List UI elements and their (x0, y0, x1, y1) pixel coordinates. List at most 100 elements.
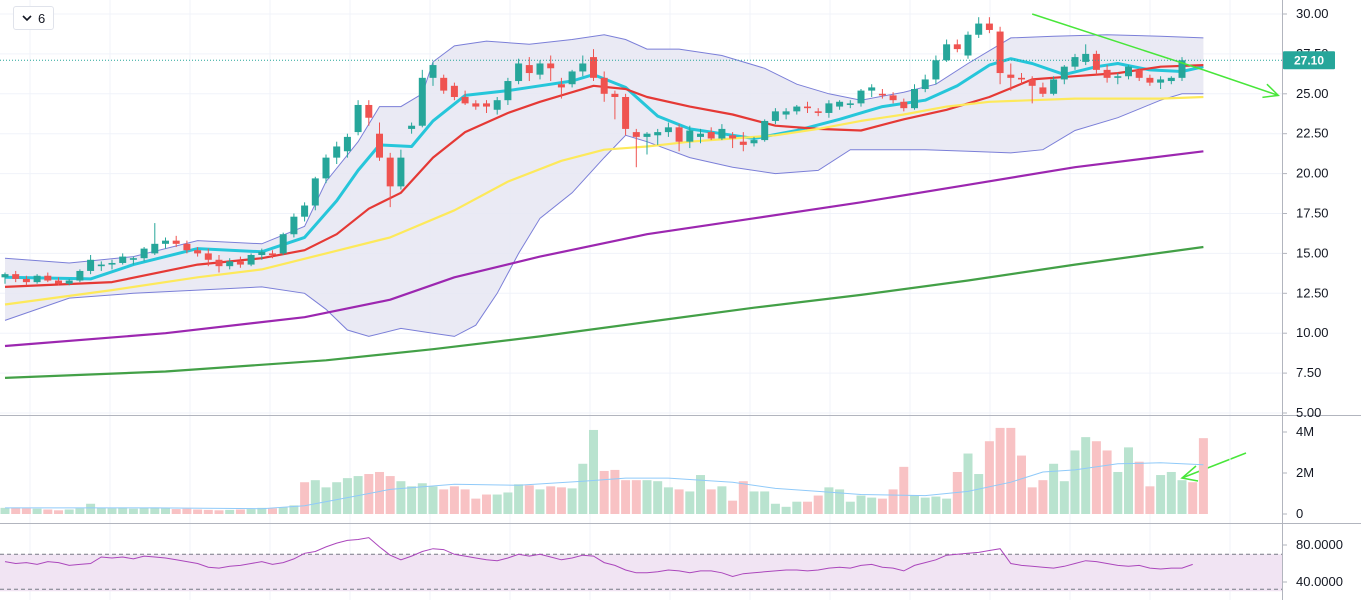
interval-selector[interactable]: 6 (13, 6, 55, 30)
candle[interactable] (258, 248, 266, 260)
candle[interactable] (429, 61, 437, 86)
candle[interactable] (183, 240, 191, 254)
candle[interactable] (600, 71, 608, 102)
candle[interactable] (44, 272, 52, 283)
candle[interactable] (55, 277, 62, 286)
candle[interactable] (664, 122, 672, 137)
candle[interactable] (33, 274, 41, 284)
candle[interactable] (964, 31, 972, 59)
candle[interactable] (718, 124, 726, 141)
candle[interactable] (472, 100, 480, 110)
candle[interactable] (236, 256, 244, 268)
candle[interactable] (782, 108, 790, 120)
candle[interactable] (985, 17, 993, 34)
candle[interactable] (172, 235, 180, 248)
trend-arrow-line[interactable] (1203, 69, 1279, 97)
candle[interactable] (846, 100, 854, 109)
candle[interactable] (343, 133, 351, 158)
candle[interactable] (247, 253, 255, 267)
candle[interactable] (878, 89, 886, 99)
candle[interactable] (119, 253, 127, 265)
candle[interactable] (365, 100, 373, 126)
rsi-axis[interactable]: 80.0000 40.0000 (1282, 537, 1343, 589)
candle[interactable] (739, 132, 747, 152)
candle[interactable] (76, 269, 84, 283)
candle[interactable] (1167, 76, 1175, 85)
candle[interactable] (953, 39, 961, 53)
candle[interactable] (408, 122, 416, 134)
candle[interactable] (911, 84, 918, 110)
volume-arrow-annotation[interactable] (1180, 452, 1247, 482)
candle[interactable] (279, 232, 287, 255)
candle[interactable] (162, 237, 169, 249)
candle[interactable] (557, 77, 565, 99)
candle[interactable] (771, 108, 779, 125)
candle[interactable] (1028, 76, 1036, 104)
candle[interactable] (301, 202, 309, 222)
candle[interactable] (643, 132, 651, 155)
candle[interactable] (857, 89, 865, 107)
candle[interactable] (793, 104, 801, 115)
price-axis[interactable]: 30.0027.5025.0022.5020.0017.5015.0012.50… (1282, 6, 1329, 420)
candle[interactable] (943, 39, 951, 62)
candle[interactable] (504, 77, 512, 105)
candle[interactable] (1060, 65, 1068, 85)
candle[interactable] (590, 49, 597, 82)
candle[interactable] (525, 57, 533, 82)
candle[interactable] (386, 152, 394, 208)
trendline[interactable] (1031, 13, 1204, 71)
candle[interactable] (1178, 57, 1186, 82)
candle[interactable] (87, 254, 95, 275)
arrow-head[interactable] (1262, 83, 1280, 99)
candle[interactable] (1071, 53, 1079, 70)
candle[interactable] (836, 100, 844, 110)
candle[interactable] (622, 93, 630, 136)
candle[interactable] (804, 101, 811, 113)
candle[interactable] (515, 58, 523, 85)
candle[interactable] (536, 60, 544, 80)
drawing-annotations[interactable] (1031, 13, 1280, 482)
candle[interactable] (568, 69, 576, 88)
candle[interactable] (12, 270, 20, 283)
candle[interactable] (194, 247, 202, 257)
candle[interactable] (1092, 50, 1100, 75)
candle[interactable] (707, 127, 715, 141)
candle[interactable] (129, 256, 137, 265)
volume-arrow-line[interactable] (1181, 452, 1247, 479)
candle[interactable] (1103, 65, 1111, 83)
candle[interactable] (814, 108, 822, 117)
candle[interactable] (151, 223, 159, 255)
candle[interactable] (547, 55, 555, 82)
candle[interactable] (996, 26, 1004, 85)
candlestick-series[interactable] (1, 17, 1186, 286)
candle[interactable] (215, 254, 223, 273)
candle[interactable] (654, 128, 662, 145)
candle[interactable] (686, 125, 694, 149)
candle[interactable] (1125, 65, 1132, 80)
candle[interactable] (450, 82, 458, 101)
candle[interactable] (333, 141, 341, 165)
candle[interactable] (1135, 68, 1143, 82)
candle[interactable] (493, 96, 501, 115)
candle[interactable] (1, 272, 9, 284)
candle[interactable] (750, 136, 758, 147)
candle[interactable] (397, 149, 405, 190)
candle[interactable] (461, 90, 469, 105)
volume-arrow-head[interactable] (1180, 465, 1199, 482)
candle[interactable] (611, 90, 619, 120)
candle[interactable] (761, 119, 769, 142)
candle[interactable] (97, 261, 105, 271)
candle[interactable] (1146, 74, 1154, 86)
candle[interactable] (311, 176, 319, 211)
candle[interactable] (1157, 76, 1165, 90)
candle[interactable] (825, 100, 833, 118)
candle[interactable] (108, 259, 116, 270)
candle[interactable] (868, 84, 876, 97)
candle[interactable] (1050, 76, 1058, 96)
candle[interactable] (290, 213, 298, 238)
candle[interactable] (483, 100, 490, 113)
candle[interactable] (269, 250, 276, 259)
candle[interactable] (1114, 73, 1122, 85)
candle[interactable] (204, 248, 212, 267)
